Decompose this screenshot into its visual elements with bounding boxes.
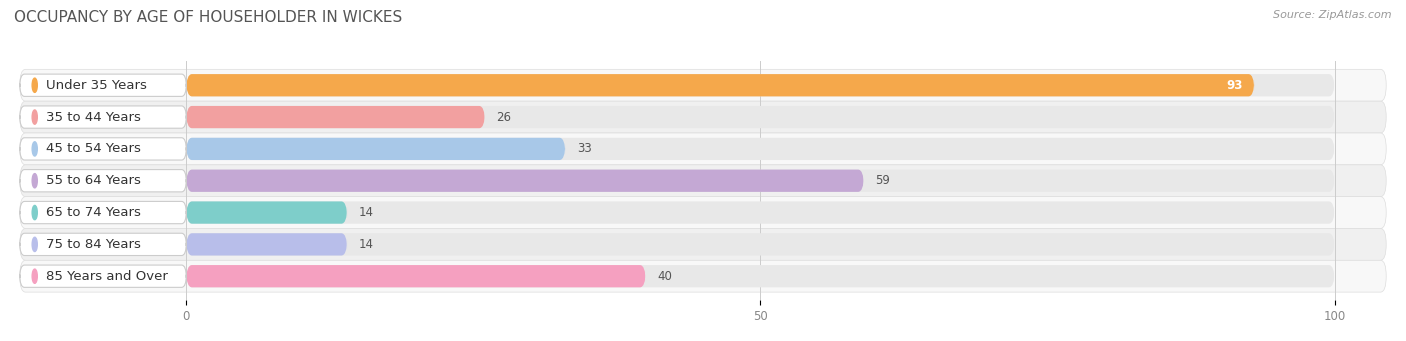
Text: 85 Years and Over: 85 Years and Over (46, 270, 169, 283)
FancyBboxPatch shape (186, 74, 1334, 97)
FancyBboxPatch shape (186, 138, 1334, 160)
Text: 65 to 74 Years: 65 to 74 Years (46, 206, 141, 219)
Text: Under 35 Years: Under 35 Years (46, 79, 148, 92)
Circle shape (32, 174, 38, 188)
FancyBboxPatch shape (20, 228, 1386, 260)
Text: 35 to 44 Years: 35 to 44 Years (46, 110, 141, 123)
FancyBboxPatch shape (20, 197, 1386, 228)
FancyBboxPatch shape (186, 169, 863, 192)
Text: OCCUPANCY BY AGE OF HOUSEHOLDER IN WICKES: OCCUPANCY BY AGE OF HOUSEHOLDER IN WICKE… (14, 10, 402, 25)
FancyBboxPatch shape (20, 69, 1386, 101)
FancyBboxPatch shape (186, 265, 645, 287)
Text: 93: 93 (1226, 79, 1243, 92)
Text: 55 to 64 Years: 55 to 64 Years (46, 174, 141, 187)
Circle shape (32, 205, 38, 220)
FancyBboxPatch shape (20, 265, 186, 287)
FancyBboxPatch shape (186, 169, 1334, 192)
FancyBboxPatch shape (186, 74, 1254, 97)
FancyBboxPatch shape (20, 260, 1386, 292)
Circle shape (32, 142, 38, 156)
FancyBboxPatch shape (186, 106, 485, 128)
Text: 45 to 54 Years: 45 to 54 Years (46, 143, 141, 155)
Circle shape (32, 78, 38, 92)
Circle shape (32, 237, 38, 252)
FancyBboxPatch shape (186, 106, 1334, 128)
FancyBboxPatch shape (20, 202, 186, 224)
FancyBboxPatch shape (186, 233, 347, 255)
Text: 26: 26 (496, 110, 512, 123)
FancyBboxPatch shape (20, 169, 186, 192)
FancyBboxPatch shape (20, 74, 186, 97)
Text: 14: 14 (359, 206, 374, 219)
Text: 40: 40 (657, 270, 672, 283)
FancyBboxPatch shape (186, 202, 1334, 224)
Text: Source: ZipAtlas.com: Source: ZipAtlas.com (1274, 10, 1392, 20)
FancyBboxPatch shape (186, 233, 1334, 255)
FancyBboxPatch shape (186, 138, 565, 160)
FancyBboxPatch shape (20, 233, 186, 255)
FancyBboxPatch shape (186, 202, 347, 224)
Text: 59: 59 (876, 174, 890, 187)
FancyBboxPatch shape (20, 106, 186, 128)
Circle shape (32, 269, 38, 283)
Text: 33: 33 (576, 143, 592, 155)
FancyBboxPatch shape (186, 265, 1334, 287)
FancyBboxPatch shape (20, 138, 186, 160)
Text: 75 to 84 Years: 75 to 84 Years (46, 238, 141, 251)
Circle shape (32, 110, 38, 124)
Text: 14: 14 (359, 238, 374, 251)
FancyBboxPatch shape (20, 101, 1386, 133)
FancyBboxPatch shape (20, 133, 1386, 165)
FancyBboxPatch shape (20, 165, 1386, 197)
